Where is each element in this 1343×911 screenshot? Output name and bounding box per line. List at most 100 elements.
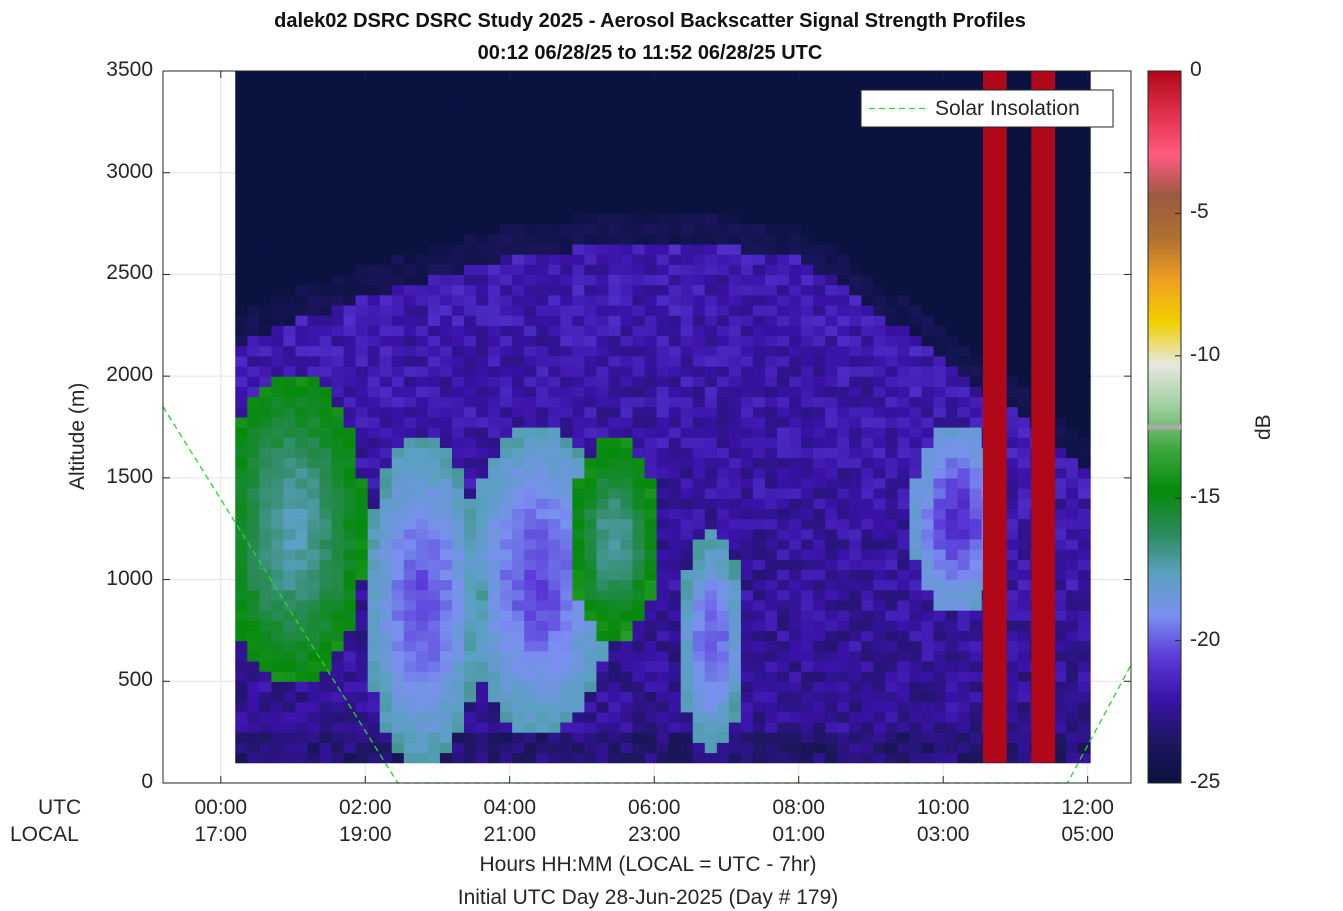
heatmap-cell xyxy=(716,549,730,560)
heatmap-cell xyxy=(728,579,742,591)
heatmap-cell xyxy=(560,71,573,82)
heatmap-cell xyxy=(644,467,658,479)
heatmap-cell xyxy=(500,365,513,377)
heatmap-cell xyxy=(801,345,814,357)
heatmap-cell xyxy=(415,101,429,113)
heatmap-cell xyxy=(235,569,248,581)
heatmap-cell xyxy=(632,549,646,560)
heatmap-cell xyxy=(644,81,658,92)
heatmap-cell xyxy=(716,152,730,164)
heatmap-cell xyxy=(355,294,369,306)
heatmap-cell xyxy=(873,549,886,560)
heatmap-cell xyxy=(945,599,959,611)
chart-subtitle: 00:12 06/28/25 to 11:52 06/28/25 UTC xyxy=(477,42,823,64)
heatmap-cell xyxy=(283,711,297,723)
heatmap-cell xyxy=(1065,142,1079,153)
heatmap-cell xyxy=(656,752,670,764)
heatmap-cell xyxy=(439,152,453,164)
heatmap-cell xyxy=(235,742,248,754)
heatmap-cell xyxy=(1065,315,1079,326)
heatmap-cell xyxy=(668,508,682,520)
heatmap-cell xyxy=(379,315,393,326)
heatmap-cell xyxy=(488,406,501,418)
heatmap-cell xyxy=(1078,132,1091,143)
heatmap-cell xyxy=(885,264,899,276)
heatmap-cell xyxy=(752,355,766,367)
heatmap-cell xyxy=(548,233,561,245)
heatmap-cell xyxy=(343,121,357,133)
heatmap-cell xyxy=(451,498,465,509)
heatmap-cell xyxy=(500,203,513,214)
heatmap-cell xyxy=(319,508,333,520)
heatmap-cell xyxy=(560,488,573,499)
heatmap-cell xyxy=(1005,752,1019,764)
heatmap-cell xyxy=(596,538,610,550)
heatmap-cell xyxy=(379,121,393,133)
heatmap-cell xyxy=(1053,508,1067,520)
heatmap-cell xyxy=(1017,620,1031,632)
heatmap-cell xyxy=(295,599,309,611)
heatmap-cell xyxy=(524,345,537,357)
heatmap-cell xyxy=(644,477,658,489)
heatmap-cell xyxy=(536,610,549,621)
heatmap-cell xyxy=(1065,742,1079,754)
heatmap-cell xyxy=(873,376,886,387)
heatmap-cell xyxy=(343,528,357,540)
heatmap-cell xyxy=(777,416,790,428)
heatmap-cell xyxy=(632,589,646,601)
heatmap-cell xyxy=(680,701,694,713)
heatmap-cell xyxy=(801,671,814,682)
heatmap-cell xyxy=(331,355,345,367)
heatmap-cell xyxy=(560,467,573,479)
heatmap-cell xyxy=(933,488,947,499)
heatmap-cell xyxy=(789,142,802,153)
heatmap-cell xyxy=(548,71,561,82)
heatmap-cell xyxy=(439,742,453,754)
heatmap-cell xyxy=(861,538,874,550)
heatmap-cell xyxy=(897,681,911,693)
heatmap-cell xyxy=(259,630,272,642)
heatmap-cell xyxy=(849,589,862,601)
heatmap-cell xyxy=(957,508,971,520)
heatmap-cell xyxy=(307,437,321,448)
heatmap-cell xyxy=(463,345,477,357)
heatmap-cell xyxy=(921,610,935,621)
heatmap-cell xyxy=(849,132,862,143)
heatmap-cell xyxy=(560,396,573,408)
heatmap-cell xyxy=(584,264,598,276)
heatmap-cell xyxy=(777,294,790,306)
heatmap-cell xyxy=(331,304,345,316)
heatmap-cell xyxy=(813,335,826,347)
heatmap-cell xyxy=(945,386,959,398)
heatmap-cell xyxy=(500,691,513,703)
heatmap-cell xyxy=(668,406,682,418)
heatmap-cell xyxy=(680,691,694,703)
heatmap-cell xyxy=(656,732,670,743)
heatmap-cell xyxy=(427,71,441,82)
heatmap-cell xyxy=(933,315,947,326)
heatmap-cell xyxy=(909,559,923,570)
heatmap-cell xyxy=(837,304,850,316)
heatmap-cell xyxy=(873,386,886,398)
heatmap-cell xyxy=(476,294,489,306)
heatmap-cell xyxy=(632,620,646,632)
heatmap-cell xyxy=(500,589,513,601)
heatmap-cell xyxy=(656,508,670,520)
heatmap-cell xyxy=(933,752,947,764)
heatmap-cell xyxy=(861,650,874,662)
heatmap-cell xyxy=(1053,355,1067,367)
heatmap-cell xyxy=(969,71,983,82)
heatmap-cell xyxy=(560,620,573,632)
heatmap-cell xyxy=(632,559,646,570)
heatmap-cell xyxy=(355,498,369,509)
heatmap-cell xyxy=(909,589,923,601)
heatmap-cell xyxy=(969,721,983,733)
heatmap-cell xyxy=(921,264,935,276)
heatmap-cell xyxy=(319,213,333,225)
heatmap-cell xyxy=(1017,284,1031,296)
heatmap-cell xyxy=(488,223,501,235)
heatmap-cell xyxy=(909,203,923,214)
heatmap-cell xyxy=(716,172,730,184)
heatmap-cell xyxy=(764,650,778,662)
heatmap-cell xyxy=(620,467,634,479)
